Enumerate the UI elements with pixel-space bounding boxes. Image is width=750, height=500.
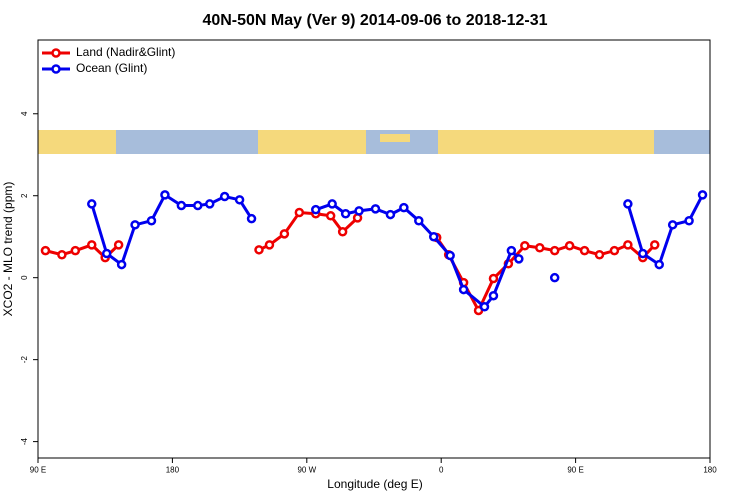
- x-tick-label: 180: [166, 466, 180, 475]
- data-point: [337, 227, 348, 237]
- data-point: [193, 200, 203, 211]
- data-point: [87, 199, 97, 209]
- series-line: [435, 236, 656, 314]
- data-point: [649, 240, 660, 250]
- data-point: [219, 191, 230, 202]
- data-point: [488, 290, 499, 301]
- data-point: [535, 243, 545, 253]
- data-point: [697, 190, 708, 200]
- series-line: [90, 192, 253, 268]
- map-band: [38, 130, 710, 154]
- data-point: [264, 240, 275, 250]
- x-tick-label: 180: [703, 466, 717, 475]
- data-point: [370, 204, 381, 214]
- data-point: [279, 229, 290, 239]
- data-point: [176, 200, 187, 211]
- data-point: [101, 248, 112, 259]
- data-point: [506, 245, 517, 256]
- data-point: [445, 250, 455, 261]
- x-axis-label: Longitude (deg E): [327, 477, 422, 491]
- y-tick-label: 0: [20, 275, 29, 280]
- data-point: [57, 249, 67, 260]
- data-point: [40, 245, 51, 256]
- data-point: [70, 245, 81, 256]
- legend-marker: [51, 48, 61, 58]
- y-tick-label: -4: [20, 438, 29, 446]
- data-point: [549, 245, 560, 256]
- data-point: [87, 240, 97, 250]
- data-point: [458, 284, 469, 295]
- data-point: [340, 209, 351, 219]
- data-point: [311, 204, 321, 215]
- data-point: [160, 190, 170, 200]
- x-tick-label: 90 E: [567, 466, 583, 475]
- legend-label: Land (Nadir&Glint): [76, 45, 175, 59]
- data-point: [327, 199, 337, 209]
- data-point: [579, 245, 590, 256]
- data-point: [399, 202, 409, 213]
- data-point: [385, 209, 396, 220]
- data-point: [638, 248, 648, 259]
- data-point: [325, 211, 336, 221]
- data-point: [294, 207, 305, 218]
- x-tick-label: 90 W: [297, 466, 316, 475]
- data-point: [520, 240, 530, 251]
- data-point: [354, 206, 364, 216]
- data-point: [479, 302, 490, 312]
- data-point: [654, 259, 664, 270]
- data-point: [549, 272, 560, 283]
- data-point: [564, 240, 575, 251]
- data-point: [623, 240, 633, 250]
- data-point: [116, 259, 127, 270]
- data-point: [113, 240, 124, 250]
- data-point: [130, 220, 140, 230]
- data-point: [623, 199, 633, 209]
- data-point: [684, 215, 694, 226]
- data-point: [254, 245, 264, 255]
- data-point: [609, 245, 620, 256]
- data-point: [488, 273, 499, 284]
- y-axis-label: XCO2 - MLO trend (ppm): [1, 182, 15, 317]
- x-tick-label: 0: [439, 466, 444, 475]
- legend-marker: [51, 64, 61, 74]
- data-point: [514, 254, 524, 264]
- data-point: [246, 213, 257, 224]
- data-point: [234, 195, 245, 205]
- y-tick-label: 2: [20, 193, 29, 198]
- data-point: [204, 199, 215, 209]
- data-point: [594, 249, 605, 260]
- data-point: [667, 220, 678, 230]
- series-line: [626, 194, 704, 267]
- data-point: [428, 231, 439, 242]
- x-tick-label: 90 E: [30, 466, 46, 475]
- data-point: [146, 215, 157, 226]
- chart-title: 40N-50N May (Ver 9) 2014-09-06 to 2018-1…: [202, 12, 547, 29]
- y-tick-label: -2: [20, 356, 29, 364]
- legend-label: Ocean (Glint): [76, 61, 147, 75]
- plot-frame: [37, 39, 711, 459]
- y-tick-label: 4: [20, 111, 29, 116]
- data-point: [414, 215, 424, 226]
